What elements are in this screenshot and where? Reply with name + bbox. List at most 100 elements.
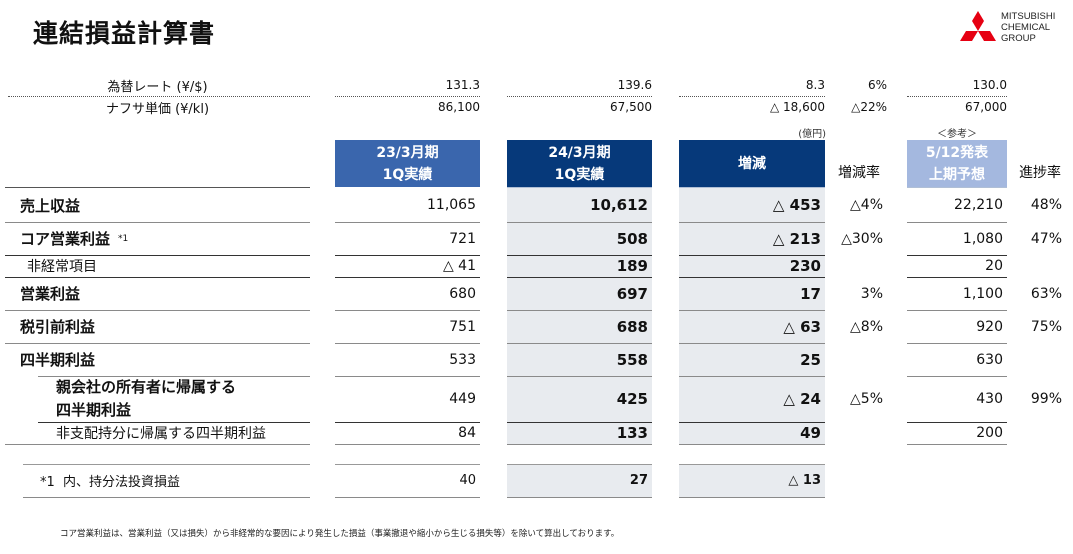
divider	[335, 222, 480, 223]
fx-rate-forecast: 130.0	[972, 78, 1007, 92]
divider	[679, 444, 825, 445]
core-rate: △30%	[841, 230, 883, 247]
naphtha-forecast: 67,000	[965, 100, 1007, 114]
core-curr: 508	[616, 229, 648, 248]
pretax-progress: 75%	[1030, 318, 1062, 335]
equity-prev: 40	[459, 473, 476, 488]
divider	[507, 497, 652, 498]
equity-curr: 27	[629, 473, 648, 488]
nonrec-prev: △ 41	[442, 258, 476, 274]
divider	[38, 376, 310, 377]
divider	[679, 187, 825, 188]
qp-diff: 25	[800, 350, 821, 369]
divider	[335, 376, 480, 377]
pretax-diff: △ 63	[783, 317, 821, 336]
divider	[335, 310, 480, 311]
divider	[907, 376, 1007, 377]
divider	[907, 222, 1007, 223]
divider	[679, 464, 825, 465]
logo-text: MITSUBISHI CHEMICAL GROUP	[1001, 11, 1056, 44]
core-diff: △ 213	[772, 229, 821, 248]
reference-note: ＜参考＞	[937, 129, 977, 140]
nci-prev: 84	[458, 425, 476, 441]
page-title: 連結損益計算書	[33, 19, 216, 48]
nci-diff: 49	[800, 424, 821, 442]
divider	[507, 277, 652, 278]
divider	[5, 343, 310, 344]
row-label-noncontrolling-profit: 非支配持分に帰属する四半期利益	[56, 426, 266, 442]
row-label-core-operating-income: コア営業利益 *1	[20, 230, 129, 248]
divider	[5, 222, 310, 223]
op-progress: 63%	[1030, 285, 1062, 302]
divider	[907, 277, 1007, 278]
row-label-revenue: 売上収益	[20, 196, 81, 215]
divider	[507, 310, 652, 311]
equity-diff-bg	[679, 464, 825, 497]
nonrec-diff: 230	[789, 257, 821, 275]
naphtha-diff: △ 18,600	[769, 100, 825, 114]
core-prev: 721	[449, 230, 476, 247]
revenue-progress: 48%	[1030, 197, 1062, 213]
equity-curr-bg	[507, 464, 652, 497]
pretax-forecast: 920	[976, 318, 1003, 335]
header-curr-period: 24/3月期 1Q実績	[507, 140, 652, 187]
divider	[507, 422, 652, 423]
op-curr: 697	[616, 284, 648, 303]
divider	[335, 343, 480, 344]
fx-rate-curr: 139.6	[617, 78, 652, 92]
divider	[507, 187, 652, 188]
divider	[679, 497, 825, 498]
divider	[5, 255, 310, 256]
op-diff: 17	[800, 284, 821, 303]
divider	[907, 96, 1007, 97]
header-diff: 増減	[679, 140, 825, 187]
three-diamonds-icon	[960, 11, 996, 41]
footnote-marker: *1	[118, 233, 129, 244]
core-forecast: 1,080	[962, 230, 1003, 247]
divider	[679, 96, 825, 97]
divider	[5, 187, 310, 188]
naphtha-curr: 67,500	[610, 100, 652, 114]
pretax-prev: 751	[449, 318, 476, 335]
row-label-owners-profit: 親会社の所有者に帰属する 四半期利益	[56, 378, 237, 419]
revenue-diff: △ 453	[772, 196, 821, 214]
divider	[907, 422, 1007, 423]
revenue-forecast: 22,210	[954, 197, 1003, 213]
divider	[679, 376, 825, 377]
divider	[907, 255, 1007, 256]
divider	[679, 422, 825, 423]
divider	[335, 497, 480, 498]
divider	[23, 464, 310, 465]
revenue-rate: △4%	[850, 197, 883, 213]
divider	[335, 464, 480, 465]
row-label-quarterly-profit: 四半期利益	[20, 351, 96, 369]
fx-rate-diff: 8.3	[805, 78, 825, 92]
header-forecast: 5/12発表 上期予想	[907, 140, 1007, 187]
divider	[679, 222, 825, 223]
header-rate: 増減率	[838, 165, 880, 181]
row-label-operating-income: 営業利益	[20, 285, 81, 303]
pretax-curr: 688	[616, 317, 648, 336]
naphtha-rate: △22%	[851, 100, 887, 114]
divider	[507, 255, 652, 256]
owners-curr: 425	[616, 390, 648, 408]
header-prev-period: 23/3月期 1Q実績	[335, 140, 480, 187]
divider	[507, 343, 652, 344]
divider	[335, 255, 480, 256]
divider	[679, 343, 825, 344]
owners-prev: 449	[449, 391, 476, 407]
nonrec-curr: 189	[616, 257, 648, 275]
divider	[679, 277, 825, 278]
owners-forecast: 430	[976, 391, 1003, 407]
unit-note: (億円)	[798, 129, 826, 140]
op-rate: 3%	[860, 285, 883, 302]
divider	[335, 96, 480, 97]
curr-column-bg	[507, 188, 652, 444]
owners-rate: △5%	[850, 391, 883, 407]
divider	[507, 376, 652, 377]
naphtha-label: ナフサ単価 (¥/kl)	[105, 102, 210, 117]
nci-forecast: 200	[976, 425, 1003, 441]
diff-column-bg	[679, 188, 825, 444]
divider	[335, 422, 480, 423]
nci-curr: 133	[616, 424, 648, 442]
